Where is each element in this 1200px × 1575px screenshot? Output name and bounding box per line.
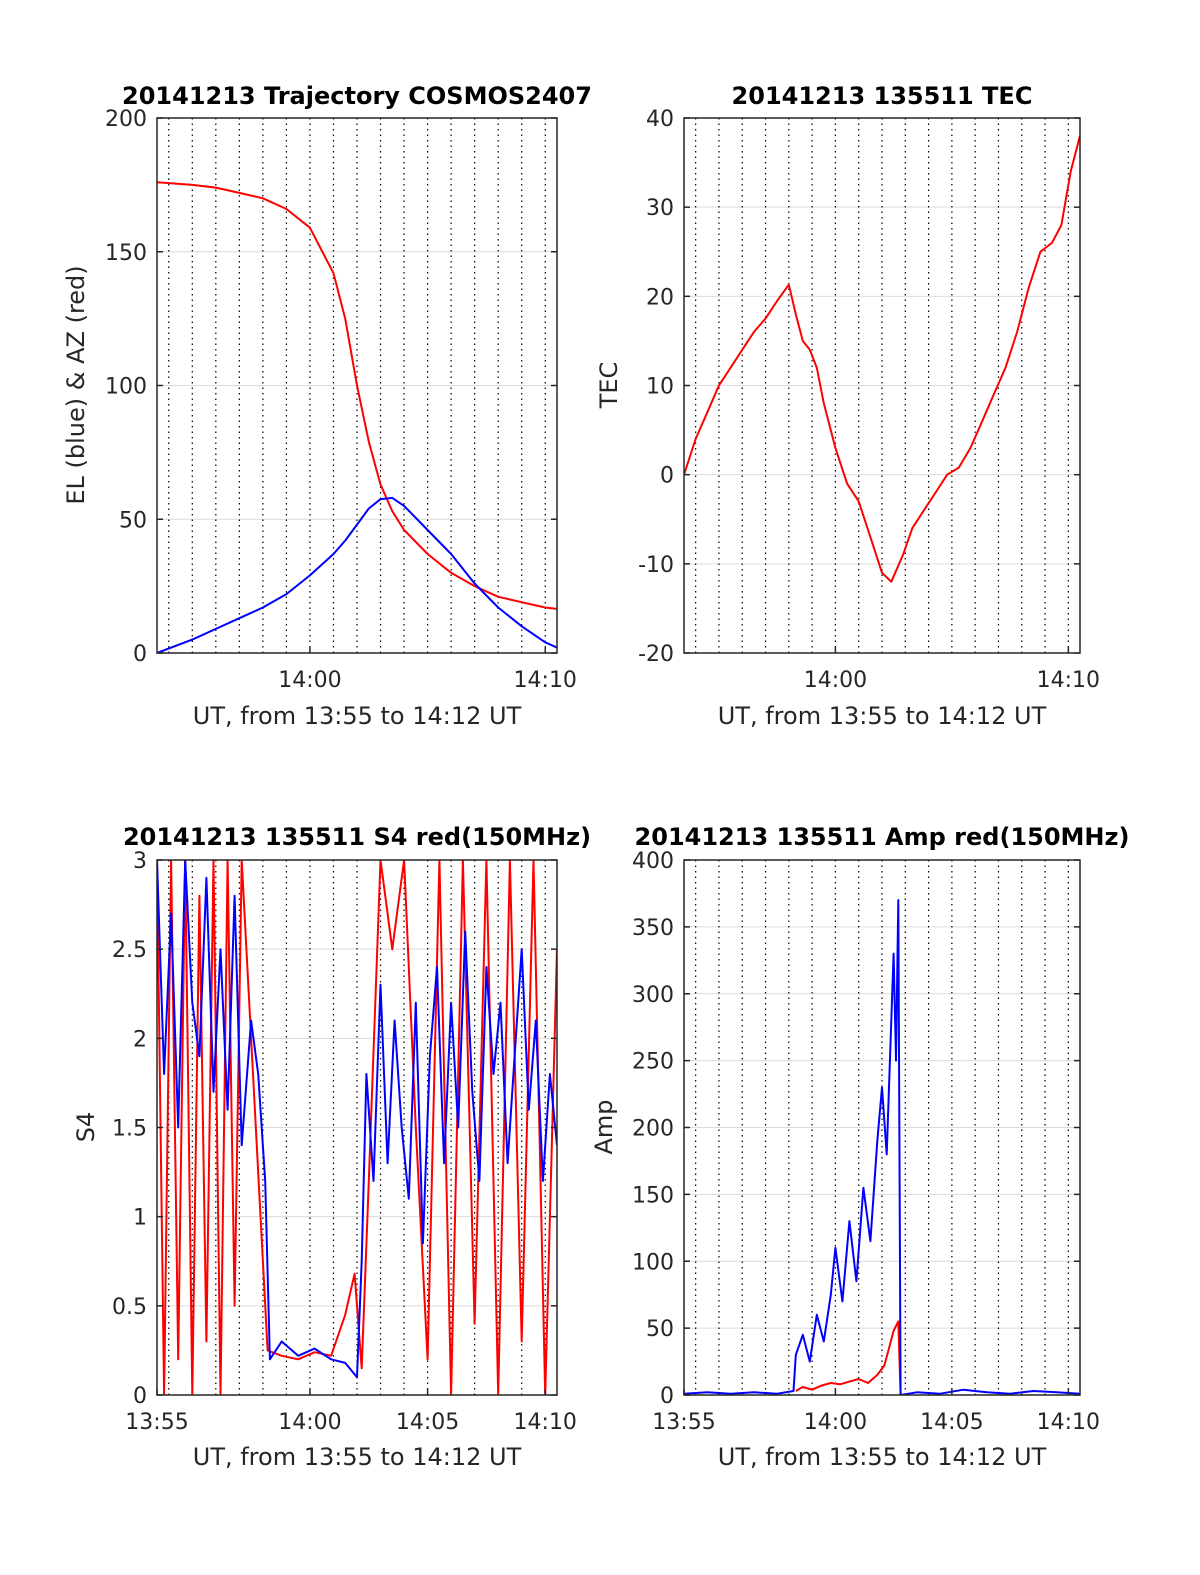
x-tick-label: 14:10 [1037,1410,1100,1435]
y-tick-label: 30 [646,196,674,221]
chart-title: 20141213 135511 TEC [732,82,1033,110]
y-tick-label: 0 [133,1384,147,1409]
y-tick-label: 0.5 [112,1295,147,1320]
x-tick-label: 14:00 [278,668,341,693]
x-axis-label: UT, from 13:55 to 14:12 UT [718,702,1047,730]
series-line-0 [157,860,557,1395]
y-tick-label: 0 [660,464,674,489]
x-tick-label: 14:00 [804,1410,867,1435]
panel-tec: 20141213 135511 TEC UT, from 13:55 to 14… [595,82,1100,730]
series-line-1 [684,899,1080,1395]
x-axis-label: UT, from 13:55 to 14:12 UT [193,702,522,730]
y-tick-label: 300 [632,983,674,1008]
chart-title: 20141213 Trajectory COSMOS2407 [122,82,592,110]
y-tick-label: 0 [660,1384,674,1409]
y-axis-label: TEC [595,362,623,410]
y-tick-label: -20 [638,642,674,667]
y-tick-label: 10 [646,375,674,400]
panel-trajectory: 20141213 Trajectory COSMOS2407 UT, from … [62,82,592,730]
y-tick-label: 200 [105,107,147,132]
series-line-0 [795,1320,902,1395]
y-tick-label: 40 [646,107,674,132]
x-tick-label: 14:10 [1037,668,1100,693]
panel-s4: 20141213 135511 S4 red(150MHz) UT, from … [72,823,591,1471]
y-axis-label: Amp [590,1099,618,1154]
x-tick-label: 14:05 [396,1410,459,1435]
x-axis-label: UT, from 13:55 to 14:12 UT [718,1443,1047,1471]
series-line-1 [157,496,557,653]
y-tick-label: 100 [632,1250,674,1275]
x-tick-label: 14:00 [804,668,867,693]
y-tick-label: 200 [632,1117,674,1142]
series-line-1 [157,860,557,1379]
x-tick-label: 14:10 [514,1410,577,1435]
chart-title: 20141213 135511 S4 red(150MHz) [123,823,591,851]
y-tick-label: 20 [646,285,674,310]
x-axis-label: UT, from 13:55 to 14:12 UT [193,1443,522,1471]
x-tick-label: 14:10 [514,668,577,693]
y-axis-label: S4 [72,1112,100,1143]
x-tick-label: 13:55 [652,1410,715,1435]
y-tick-label: -10 [638,553,674,578]
x-tick-label: 14:05 [920,1410,983,1435]
y-tick-label: 250 [632,1050,674,1075]
y-tick-label: 350 [632,916,674,941]
y-tick-label: 50 [646,1317,674,1342]
y-tick-label: 400 [632,849,674,874]
y-tick-label: 1 [133,1206,147,1231]
y-tick-label: 100 [105,375,147,400]
y-tick-label: 2 [133,1027,147,1052]
y-tick-label: 150 [632,1183,674,1208]
y-tick-label: 3 [133,849,147,874]
series-line-0 [157,181,557,610]
x-tick-label: 13:55 [125,1410,188,1435]
y-tick-label: 150 [105,241,147,266]
series-line-0 [684,135,1080,583]
chart-title: 20141213 135511 Amp red(150MHz) [635,823,1130,851]
y-tick-label: 0 [133,642,147,667]
y-tick-label: 1.5 [112,1117,147,1142]
y-axis-label: EL (blue) & AZ (red) [62,265,90,504]
y-tick-label: 2.5 [112,938,147,963]
x-tick-label: 14:00 [278,1410,341,1435]
y-tick-label: 50 [119,508,147,533]
panel-amp: 20141213 135511 Amp red(150MHz) UT, from… [590,823,1129,1471]
